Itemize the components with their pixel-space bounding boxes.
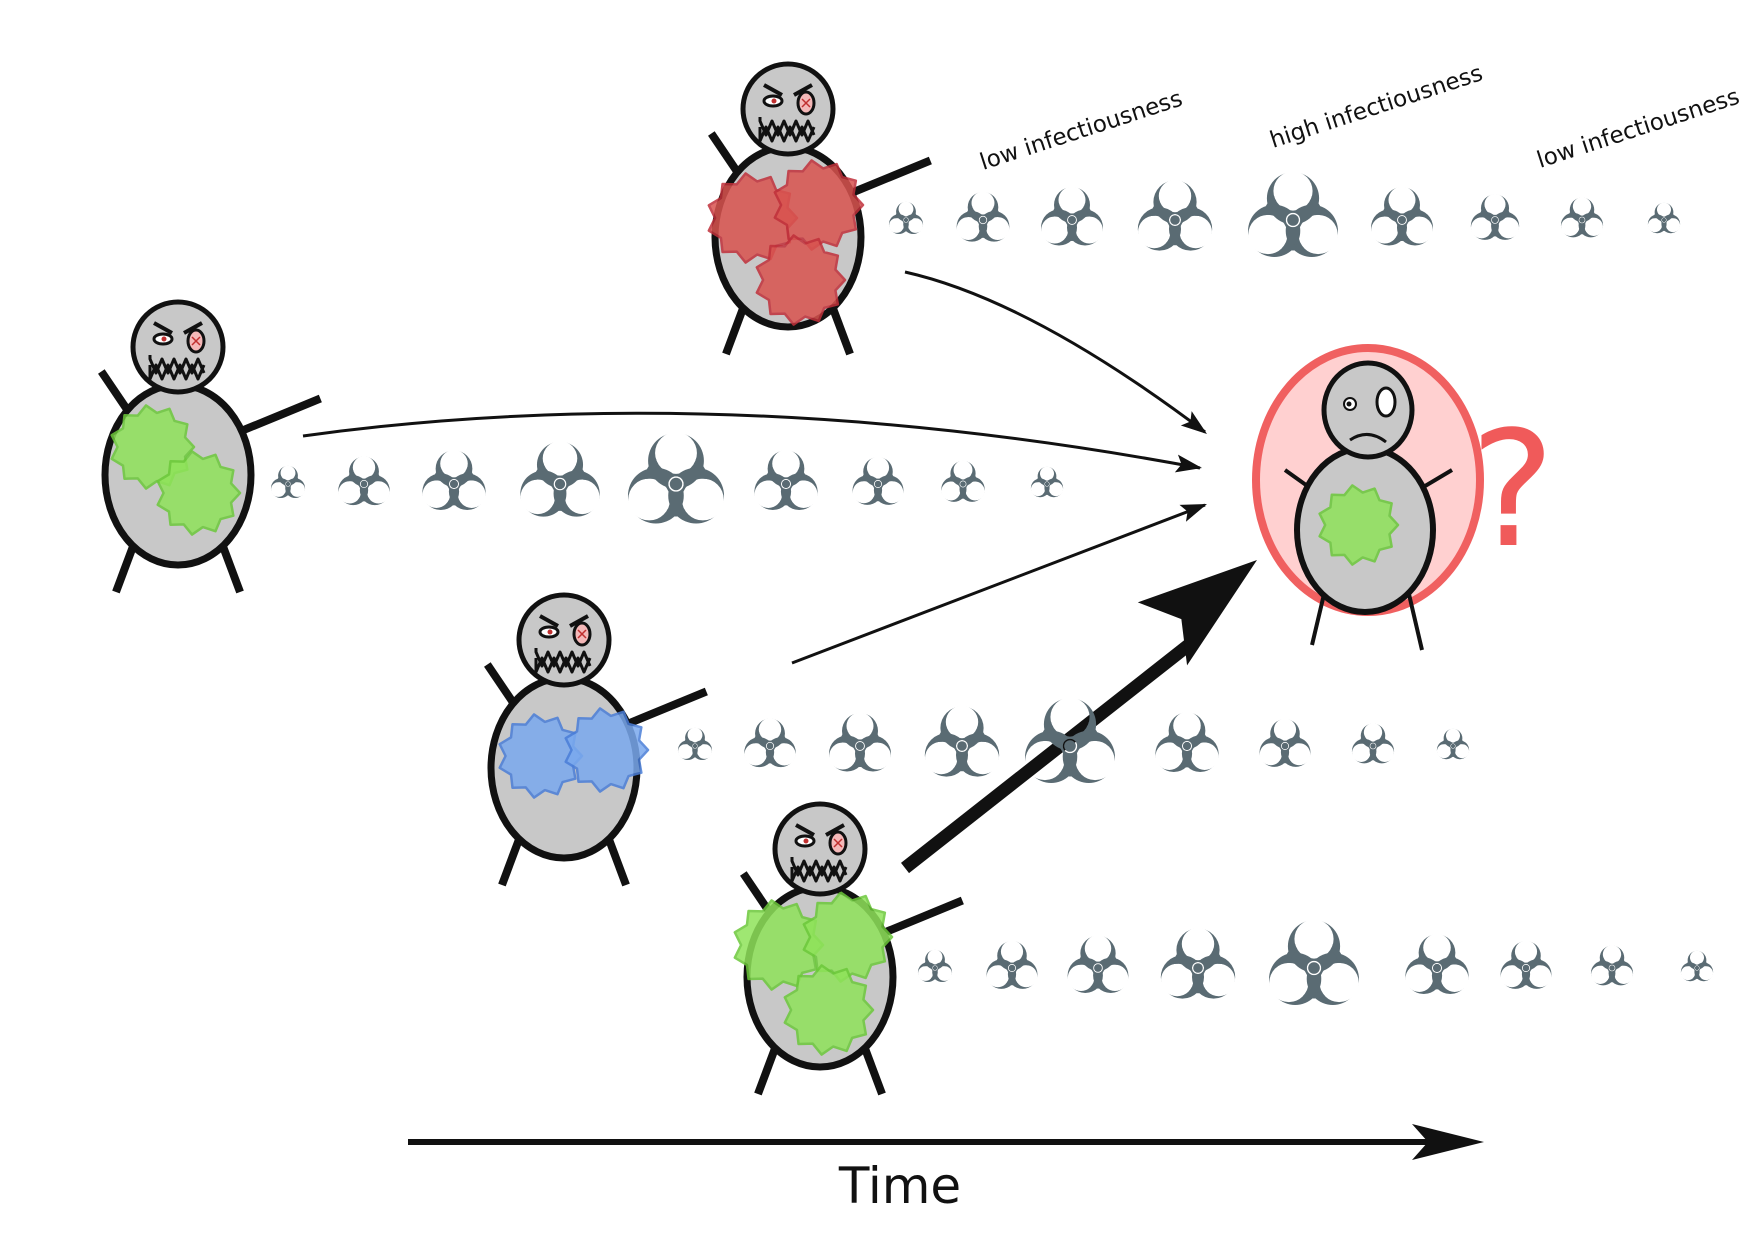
biohazard-icon: [829, 713, 891, 772]
arrowhead-green-bottom: [1137, 560, 1257, 666]
infector-green-bottom: [733, 801, 964, 1096]
biohazard-icon: [1137, 180, 1213, 251]
biohazard-icon: [986, 940, 1038, 989]
virus-icon: [156, 450, 242, 536]
biohazard-icon: [1436, 728, 1470, 760]
biohazard-icon: [1248, 172, 1338, 257]
infectiousness-row-red: [888, 172, 1681, 257]
virus-icon: [755, 234, 847, 326]
time-arrow-head: [1412, 1124, 1484, 1160]
biohazard-icon: [1647, 202, 1681, 234]
infectiousness-labels: low infectiousness high infectiousness l…: [977, 60, 1743, 175]
biohazard-icon: [1405, 934, 1469, 995]
biohazard-icon: [520, 441, 600, 517]
infector-green-left: [98, 299, 322, 594]
biohazard-icon: [1030, 466, 1064, 498]
susceptible-person: [1252, 344, 1484, 651]
biohazard-icon: [1025, 698, 1115, 783]
biohazard-icon: [744, 718, 796, 768]
biohazard-icon: [1067, 935, 1129, 993]
biohazard-icon: [754, 450, 818, 511]
virus-icon: [498, 713, 584, 799]
infector-blue: [484, 592, 708, 887]
label-high-infectiousness: high infectiousness: [1267, 60, 1486, 153]
virus-icon: [773, 159, 865, 251]
infectiousness-row-green-bottom: [917, 920, 1714, 1005]
biohazard-icon: [888, 201, 924, 235]
label-low-infectiousness-early: low infectiousness: [977, 86, 1186, 176]
label-low-infectiousness-late: low infectiousness: [1534, 84, 1743, 174]
time-label: Time: [838, 1157, 961, 1215]
biohazard-icon: [270, 465, 306, 499]
biohazard-icon: [1560, 197, 1604, 238]
biohazard-icon: [1041, 187, 1103, 246]
biohazard-icon: [1269, 920, 1359, 1005]
transmission-arrows: [302, 270, 1257, 874]
biohazard-icon: [1500, 940, 1552, 989]
biohazard-icon: [1470, 194, 1520, 240]
biohazard-icon: [1259, 718, 1311, 767]
biohazard-icon: [422, 450, 486, 511]
infectiousness-row-green-left: [270, 432, 1064, 524]
arrowhead-red: [1180, 411, 1207, 434]
biohazard-icon: [941, 460, 985, 502]
people: [98, 61, 1484, 1096]
virus-icon: [1318, 484, 1400, 566]
time-axis: Time: [408, 1124, 1484, 1215]
question-mark: ?: [1470, 396, 1555, 583]
biohazard-icon: [1371, 187, 1433, 246]
biohazard-icon: [1160, 928, 1236, 999]
biohazard-icon: [956, 191, 1010, 242]
biohazard-icon: [1590, 945, 1634, 986]
virus-icon: [783, 964, 875, 1056]
biohazard-icon: [924, 706, 1000, 777]
biohazard-icon: [1155, 712, 1219, 773]
biohazard-icon: [1680, 950, 1714, 982]
infectiousness-row-blue: [677, 698, 1470, 783]
arrow-blue-to-target: [791, 503, 1206, 665]
virus-icon: [802, 891, 894, 983]
arrow-green-left-to-target: [302, 411, 1201, 470]
arrowhead-blue: [1179, 504, 1207, 522]
biohazard-icon: [917, 949, 953, 983]
biohazard-icon: [1351, 723, 1395, 764]
biohazard-icon: [338, 456, 390, 506]
virus-icon: [564, 707, 650, 793]
infector-red: [707, 61, 932, 356]
biohazard-icon: [852, 456, 904, 505]
biohazard-icon: [627, 432, 725, 524]
biohazard-icon: [677, 727, 713, 761]
infectiousness-rows: [270, 172, 1714, 1005]
arrow-red-to-target: [904, 270, 1206, 434]
arrowhead-green-left: [1174, 454, 1202, 473]
